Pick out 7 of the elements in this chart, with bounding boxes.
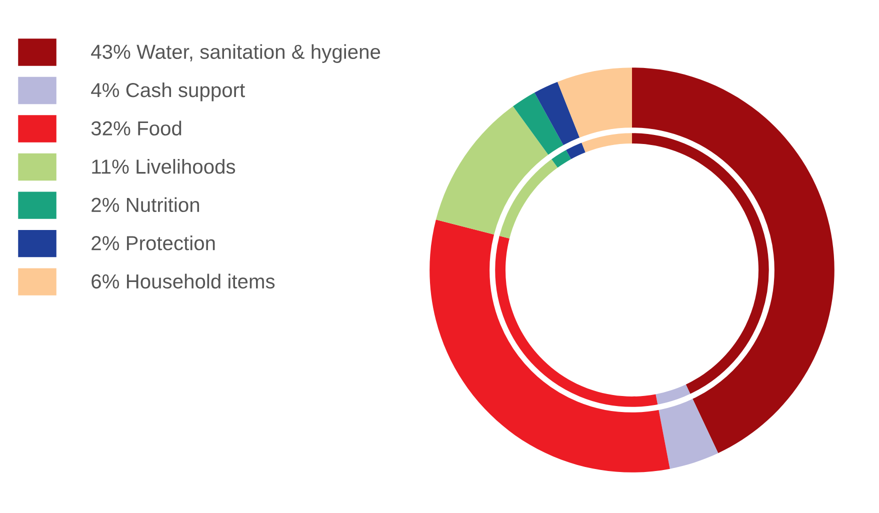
legend-label: 6% Household items: [92, 274, 275, 289]
legend-label: 11% Livelihoods: [92, 158, 236, 174]
legend-label: 4% Cash support: [91, 82, 245, 102]
legend-label: 2% Nutrition: [92, 197, 200, 212]
legend-label: 32% Food: [91, 120, 182, 136]
legend-label: 2% Protection: [92, 236, 215, 250]
legend-label: 43% Water, sanitation & hygiene: [91, 44, 380, 63]
